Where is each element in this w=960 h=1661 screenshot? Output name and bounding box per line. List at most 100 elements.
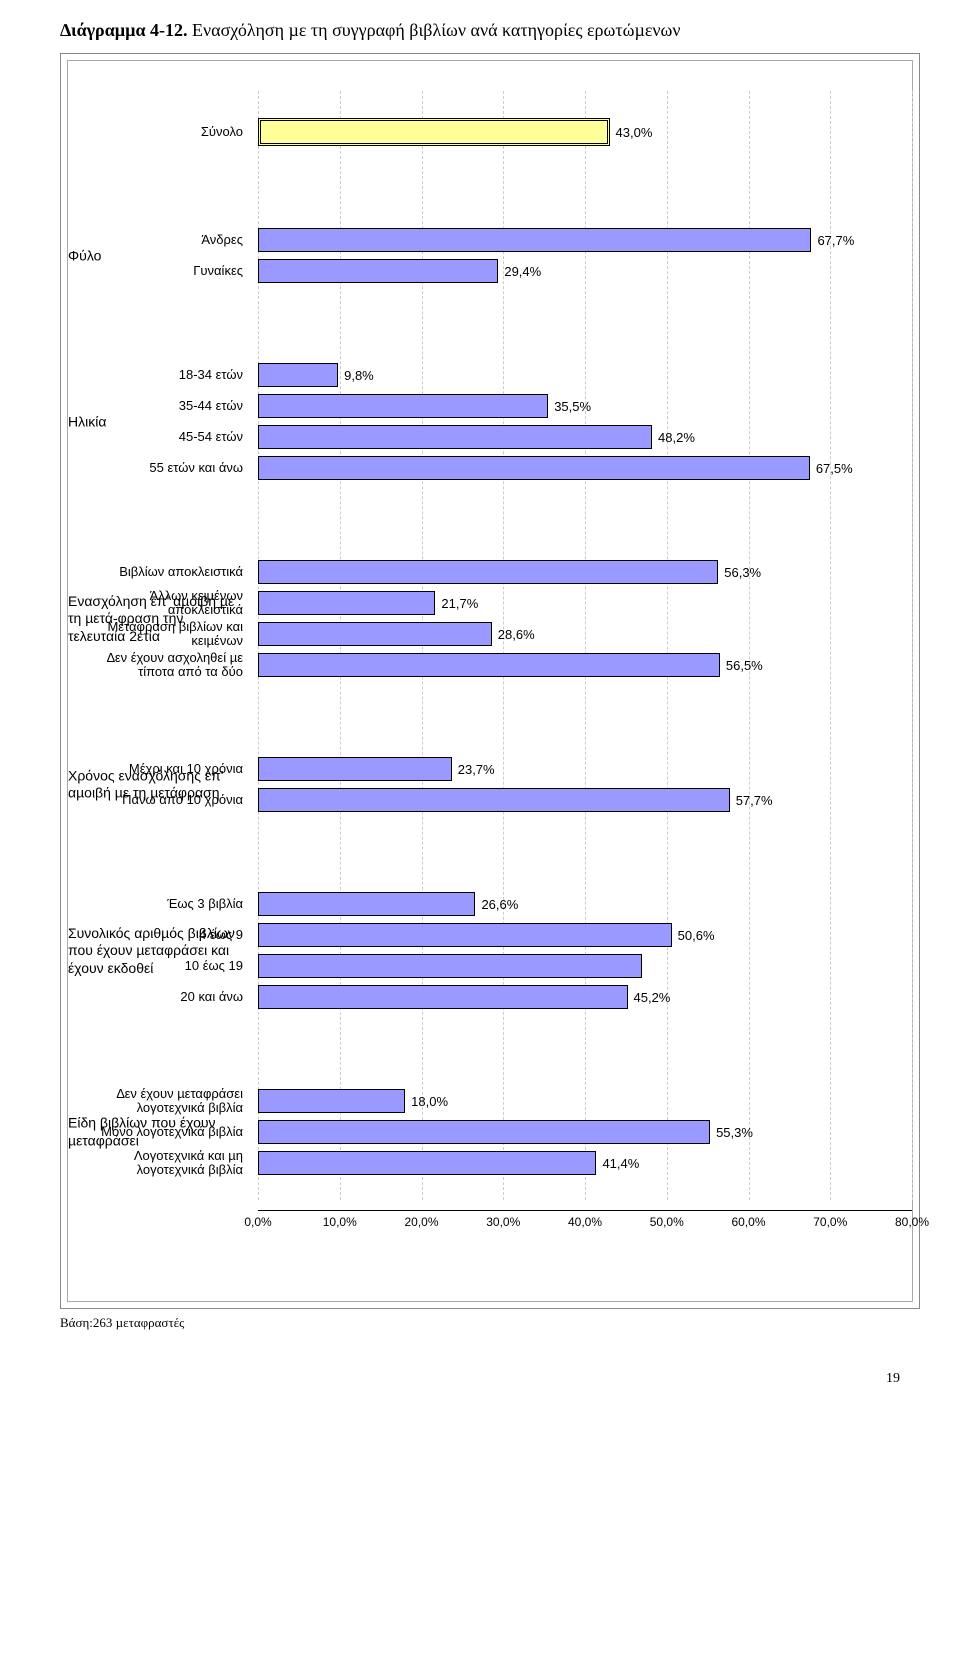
bar-row: 20 και άνω45,2% [258, 985, 912, 1009]
bar-row: Άλλων κειµένων αποκλειστικά21,7% [258, 591, 912, 615]
bar-row: Έως 3 βιβλία26,6% [258, 892, 912, 916]
bar-value: 55,3% [716, 1125, 753, 1140]
group-title: Ηλικία [68, 413, 238, 431]
bar-label: ∆εν έχουν µεταφράσει λογοτεχνικά βιβλία [83, 1087, 243, 1116]
bar-value: 56,5% [726, 658, 763, 673]
bars-container: Σύνολο43,0%ΦύλοΆνδρες67,7%Γυναίκες29,4%Η… [258, 91, 912, 1200]
bar-label: 45-54 ετών [83, 430, 243, 444]
bar-row: ∆εν έχουν ασχοληθεί µε τίποτα από τα δύο… [258, 653, 912, 677]
bar-row: 4 έως 950,6% [258, 923, 912, 947]
bar-value: 41,4% [602, 1156, 639, 1171]
bar-value: 48,2% [658, 430, 695, 445]
bar-row: 35-44 ετών35,5% [258, 394, 912, 418]
bar [258, 363, 338, 387]
bar-value: 35,5% [554, 399, 591, 414]
bar-label: 20 και άνω [83, 990, 243, 1004]
bar-group: Χρόνος ενασχόλησης επ' αµοιβή µε τη µετά… [258, 732, 912, 837]
x-tick: 70,0% [813, 1215, 847, 1229]
x-tick: 30,0% [486, 1215, 520, 1229]
bar [258, 892, 475, 916]
bar-value: 50,6% [678, 928, 715, 943]
bar-label: Άλλων κειµένων αποκλειστικά [83, 589, 243, 618]
bar-row: Μετάφραση βιβλίων και κειµένων28,6% [258, 622, 912, 646]
x-axis: 0,0%10,0%20,0%30,0%40,0%50,0%60,0%70,0%8… [258, 1210, 912, 1241]
bar [258, 954, 642, 978]
plot-area: Σύνολο43,0%ΦύλοΆνδρες67,7%Γυναίκες29,4%Η… [258, 91, 912, 1200]
bar [258, 1151, 596, 1175]
bar [258, 653, 720, 677]
bar-value: 67,5% [816, 461, 853, 476]
chart-body: Σύνολο43,0%ΦύλοΆνδρες67,7%Γυναίκες29,4%Η… [68, 91, 912, 1200]
bar-label: 35-44 ετών [83, 399, 243, 413]
x-tick: 0,0% [244, 1215, 271, 1229]
bar-value: 45,2% [634, 990, 671, 1005]
x-tick: 80,0% [895, 1215, 929, 1229]
x-tick: 50,0% [650, 1215, 684, 1229]
bar-row: 55 ετών και άνω67,5% [258, 456, 912, 480]
bar-group: Ηλικία18-34 ετών9,8%35-44 ετών35,5%45-54… [258, 338, 912, 505]
bar [258, 228, 811, 252]
title-rest: Ενασχόληση µε τη συγγραφή βιβλίων ανά κα… [188, 20, 681, 40]
bar [258, 456, 810, 480]
bar-row: Μόνο λογοτεχνικά βιβλία55,3% [258, 1120, 912, 1144]
bar-label: 10 έως 19 [83, 959, 243, 973]
bar-group: Σύνολο43,0% [258, 91, 912, 173]
bar [258, 1089, 405, 1113]
bar-row: 10 έως 19 [258, 954, 912, 978]
chart-inner-frame: Σύνολο43,0%ΦύλοΆνδρες67,7%Γυναίκες29,4%Η… [67, 60, 913, 1302]
bar [258, 259, 498, 283]
x-tick: 60,0% [731, 1215, 765, 1229]
bar [258, 560, 718, 584]
bar [258, 118, 610, 146]
bar-value: 23,7% [458, 762, 495, 777]
bar-label: 4 έως 9 [83, 928, 243, 942]
bar-row: ∆εν έχουν µεταφράσει λογοτεχνικά βιβλία1… [258, 1089, 912, 1113]
bar [258, 923, 672, 947]
bar-value: 9,8% [344, 368, 374, 383]
bar-label: Πάνω από 10 χρόνια [83, 793, 243, 807]
title-prefix: ∆ιάγραµµα 4-12. [60, 20, 188, 40]
bar-label: Μετάφραση βιβλίων και κειµένων [83, 620, 243, 649]
bar-label: Βιβλίων αποκλειστικά [83, 565, 243, 579]
bar-label: Έως 3 βιβλία [83, 897, 243, 911]
bar-group: Ενασχόληση επ' αµοιβή µε τη µετά-φραση τ… [258, 535, 912, 702]
bar [258, 757, 452, 781]
bar [258, 622, 492, 646]
bar-row: Λογοτεχνικά και µη λογοτεχνικά βιβλία41,… [258, 1151, 912, 1175]
bar-group: Είδη βιβλίων που έχουν µεταφράσει∆εν έχο… [258, 1064, 912, 1200]
bar [258, 425, 652, 449]
bar-row: Μέχρι και 10 χρόνια23,7% [258, 757, 912, 781]
bar-value: 18,0% [411, 1094, 448, 1109]
bar-value: 21,7% [441, 596, 478, 611]
bar-row: Σύνολο43,0% [258, 116, 912, 148]
bar-value: 29,4% [504, 264, 541, 279]
bar-row: Πάνω από 10 χρόνια57,7% [258, 788, 912, 812]
bar-value: 28,6% [498, 627, 535, 642]
bar [258, 1120, 710, 1144]
bar-value: 26,6% [481, 897, 518, 912]
chart-footer: Βάση:263 µεταφραστές [60, 1315, 920, 1331]
page-number: 19 [60, 1371, 920, 1387]
x-tick: 10,0% [323, 1215, 357, 1229]
x-tick: 40,0% [568, 1215, 602, 1229]
bar-row: 18-34 ετών9,8% [258, 363, 912, 387]
bar-value: 43,0% [616, 125, 653, 140]
bar-row: 45-54 ετών48,2% [258, 425, 912, 449]
bar-label: Γυναίκες [83, 264, 243, 278]
bar-group: ΦύλοΆνδρες67,7%Γυναίκες29,4% [258, 203, 912, 308]
bar-label: Λογοτεχνικά και µη λογοτεχνικά βιβλία [83, 1149, 243, 1178]
chart-title: ∆ιάγραµµα 4-12. Ενασχόληση µε τη συγγραφ… [60, 20, 920, 41]
bar-label: Μόνο λογοτεχνικά βιβλία [83, 1125, 243, 1139]
bar-label: 55 ετών και άνω [83, 461, 243, 475]
bar [258, 788, 730, 812]
bar-group: Συνολικός αριθµός βιβλίων που έχουν µετα… [258, 867, 912, 1034]
bar-row: Βιβλίων αποκλειστικά56,3% [258, 560, 912, 584]
bar-label: 18-34 ετών [83, 368, 243, 382]
bar [258, 985, 628, 1009]
chart-outer-frame: Σύνολο43,0%ΦύλοΆνδρες67,7%Γυναίκες29,4%Η… [60, 53, 920, 1309]
bar-label: Σύνολο [83, 125, 243, 139]
bar-label: Μέχρι και 10 χρόνια [83, 762, 243, 776]
x-tick: 20,0% [404, 1215, 438, 1229]
bar-value: 67,7% [817, 233, 854, 248]
bar [258, 591, 435, 615]
